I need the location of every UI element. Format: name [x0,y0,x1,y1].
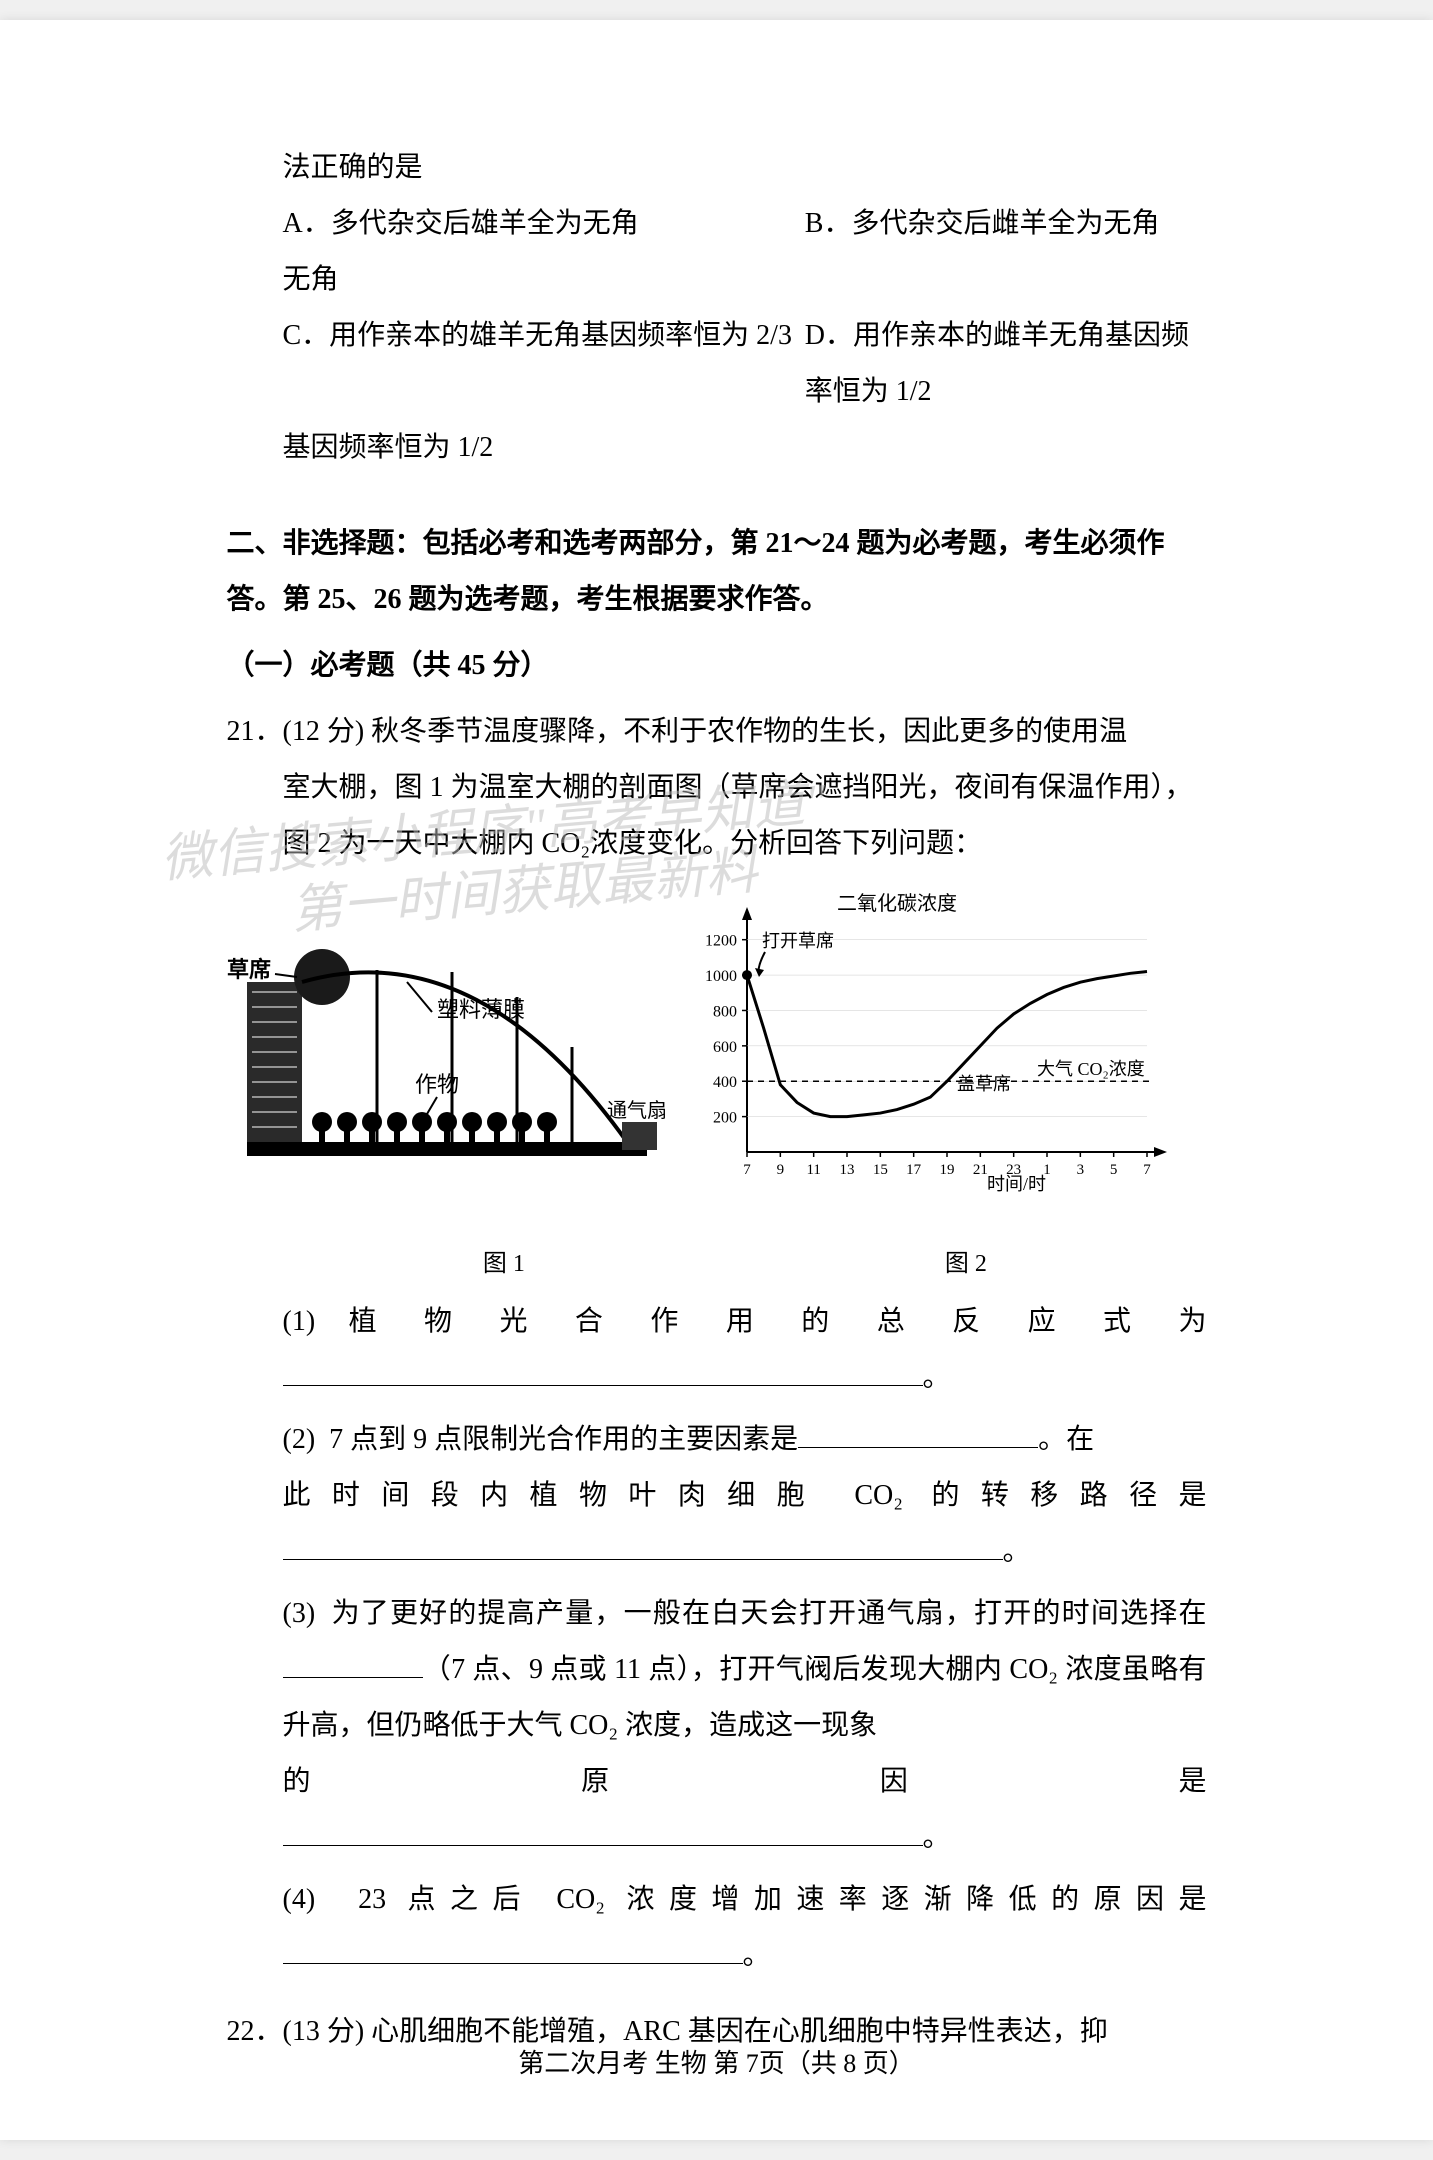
q21-sub1-text: (1) 植 物 光 合 作 用 的 总 反 应 式 为 [283,1294,1207,1350]
fig1-crops [312,1112,557,1145]
q20-opt-b: B．多代杂交后雌羊全为无角 [805,196,1207,252]
fig2-xlabel: 时间/时 [987,1174,1046,1192]
fig2-svg: 二氧化碳浓度 200 400 600 800 1000 1200 7 9 11 13 15 17 19… [687,892,1187,1192]
fig2-title: 二氧化碳浓度 [837,892,957,915]
fig2-caption: 图 2 [725,1240,1206,1288]
q20-stem-cont: 法正确的是 [283,140,1207,196]
fig2-curve [747,972,1147,1117]
q21-number: 21． [227,716,283,747]
fig2-label-open: 打开草席 [762,931,834,951]
q21-sub3: (3) 为了更好的提高产量，一般在白天会打开通气扇，打开的时间选择在（7 点、9… [283,1586,1207,1866]
svg-text:5: 5 [1109,1162,1117,1178]
q21-sub3-reason: 的 原 因 是 [283,1754,1207,1810]
svg-text:1200: 1200 [705,933,737,950]
fig-captions: 图 1 图 2 [283,1232,1207,1288]
page-footer: 第二次月考 生物 第 7页（共 8 页） [0,2043,1433,2080]
q21-stem-text: 秋冬季节温度骤降，不利于农作物的生长，因此更多的使用温 [371,716,1127,747]
q21-sub2-blank: 。 [283,1524,1207,1580]
fig1-caption: 图 1 [283,1240,726,1288]
q20-opt-d-cont: 基因频率恒为 1/2 [283,420,1207,476]
q21-sub4-blank: 。 [283,1928,1207,1984]
svg-text:7: 7 [743,1162,751,1178]
fig1-label-vent: 通气扇 [607,1099,667,1122]
content-area: 法正确的是 A．多代杂交后雄羊全为无角 B．多代杂交后雌羊全为无角 无角 C．用… [227,140,1207,2060]
figure-2: 二氧化碳浓度 200 400 600 800 1000 1200 7 9 11 13 15 17 19… [687,892,1187,1222]
q21-stem: 21．(12 分) 秋冬季节温度骤降，不利于农作物的生长，因此更多的使用温 [227,704,1207,760]
svg-text:11: 11 [806,1162,820,1178]
svg-text:200: 200 [713,1110,737,1127]
svg-text:3: 3 [1076,1162,1084,1178]
section2-subheader: （一）必考题（共 45 分） [227,638,1207,694]
svg-text:1000: 1000 [705,968,737,985]
svg-text:600: 600 [713,1039,737,1056]
fig1-label-crop: 作物 [415,1072,459,1097]
figure-1: 草席 塑料薄膜 作物 通气扇 [227,942,687,1222]
q21: 21．(12 分) 秋冬季节温度骤降，不利于农作物的生长，因此更多的使用温 室大… [227,704,1207,1984]
svg-text:400: 400 [713,1074,737,1091]
fig2-start-dot [742,970,752,980]
q21-sub2: (2) 7 点到 9 点限制光合作用的主要因素是。在 此时间段内植物叶肉细胞 C… [283,1412,1207,1580]
svg-text:13: 13 [839,1162,854,1178]
q21-sub4: (4) 23 点之后 CO₂ 浓度增加速率逐渐降低的原因是 。 [283,1872,1207,1984]
fig2-xticks: 79111315171921231357 [743,1152,1151,1178]
q20-opt-a: A．多代杂交后雄羊全为无角 [283,196,805,252]
q21-sub3-blank: 。 [283,1810,1207,1866]
svg-text:19: 19 [939,1162,954,1178]
fig1-svg: 草席 塑料薄膜 作物 通气扇 [227,942,687,1182]
page: 法正确的是 A．多代杂交后雄羊全为无角 B．多代杂交后雌羊全为无角 无角 C．用… [0,20,1433,2140]
q20-options-ab: A．多代杂交后雄羊全为无角 B．多代杂交后雌羊全为无角 [283,196,1207,252]
fig1-vent [622,1122,657,1150]
q21-sub1-blank: 。 [283,1350,1207,1406]
section2-header-text: 二、非选择题：包括必考和选考两部分，第 21～24 题为必考题，考生必须作答。第… [227,528,1165,615]
svg-text:800: 800 [713,1003,737,1020]
fig2-label-cover: 盖草席 [957,1074,1011,1094]
svg-text:15: 15 [872,1162,887,1178]
q20-opt-c: C．用作亲本的雄羊无角基因频率恒为 2/3 [283,308,805,420]
q20-options-cd: C．用作亲本的雄羊无角基因频率恒为 2/3 D．用作亲本的雌羊无角基因频率恒为 … [283,308,1207,420]
q21-sub4-text: (4) 23 点之后 CO₂ 浓度增加速率逐渐降低的原因是 [283,1872,1207,1928]
fig1-label-film: 塑料薄膜 [437,997,525,1022]
q21-points: (12 分) [283,716,372,747]
svg-text:7: 7 [1143,1162,1151,1178]
fig2-atm-label: 大气 CO₂浓度 [1037,1059,1145,1079]
svg-text:21: 21 [972,1162,987,1178]
q21-sub1: (1) 植 物 光 合 作 用 的 总 反 应 式 为 。 [283,1294,1207,1406]
q20-opt-b-cont: 无角 [283,252,1207,308]
svg-text:9: 9 [776,1162,784,1178]
q21-figures: 草席 塑料薄膜 作物 通气扇 [227,892,1151,1222]
fig1-label-caoxi: 草席 [227,957,271,982]
q21-stem-body: 室大棚，图 1 为温室大棚的剖面图（草席会遮挡阳光，夜间有保温作用），图 2 为… [283,760,1207,872]
svg-text:17: 17 [906,1162,922,1178]
section2-header: 二、非选择题：包括必考和选考两部分，第 21～24 题为必考题，考生必须作答。第… [227,516,1207,628]
q20-opt-d: D．用作亲本的雌羊无角基因频率恒为 1/2 [805,308,1207,420]
q21-sub2-line2: 此时间段内植物叶肉细胞 CO₂ 的转移路径是 [283,1468,1207,1524]
